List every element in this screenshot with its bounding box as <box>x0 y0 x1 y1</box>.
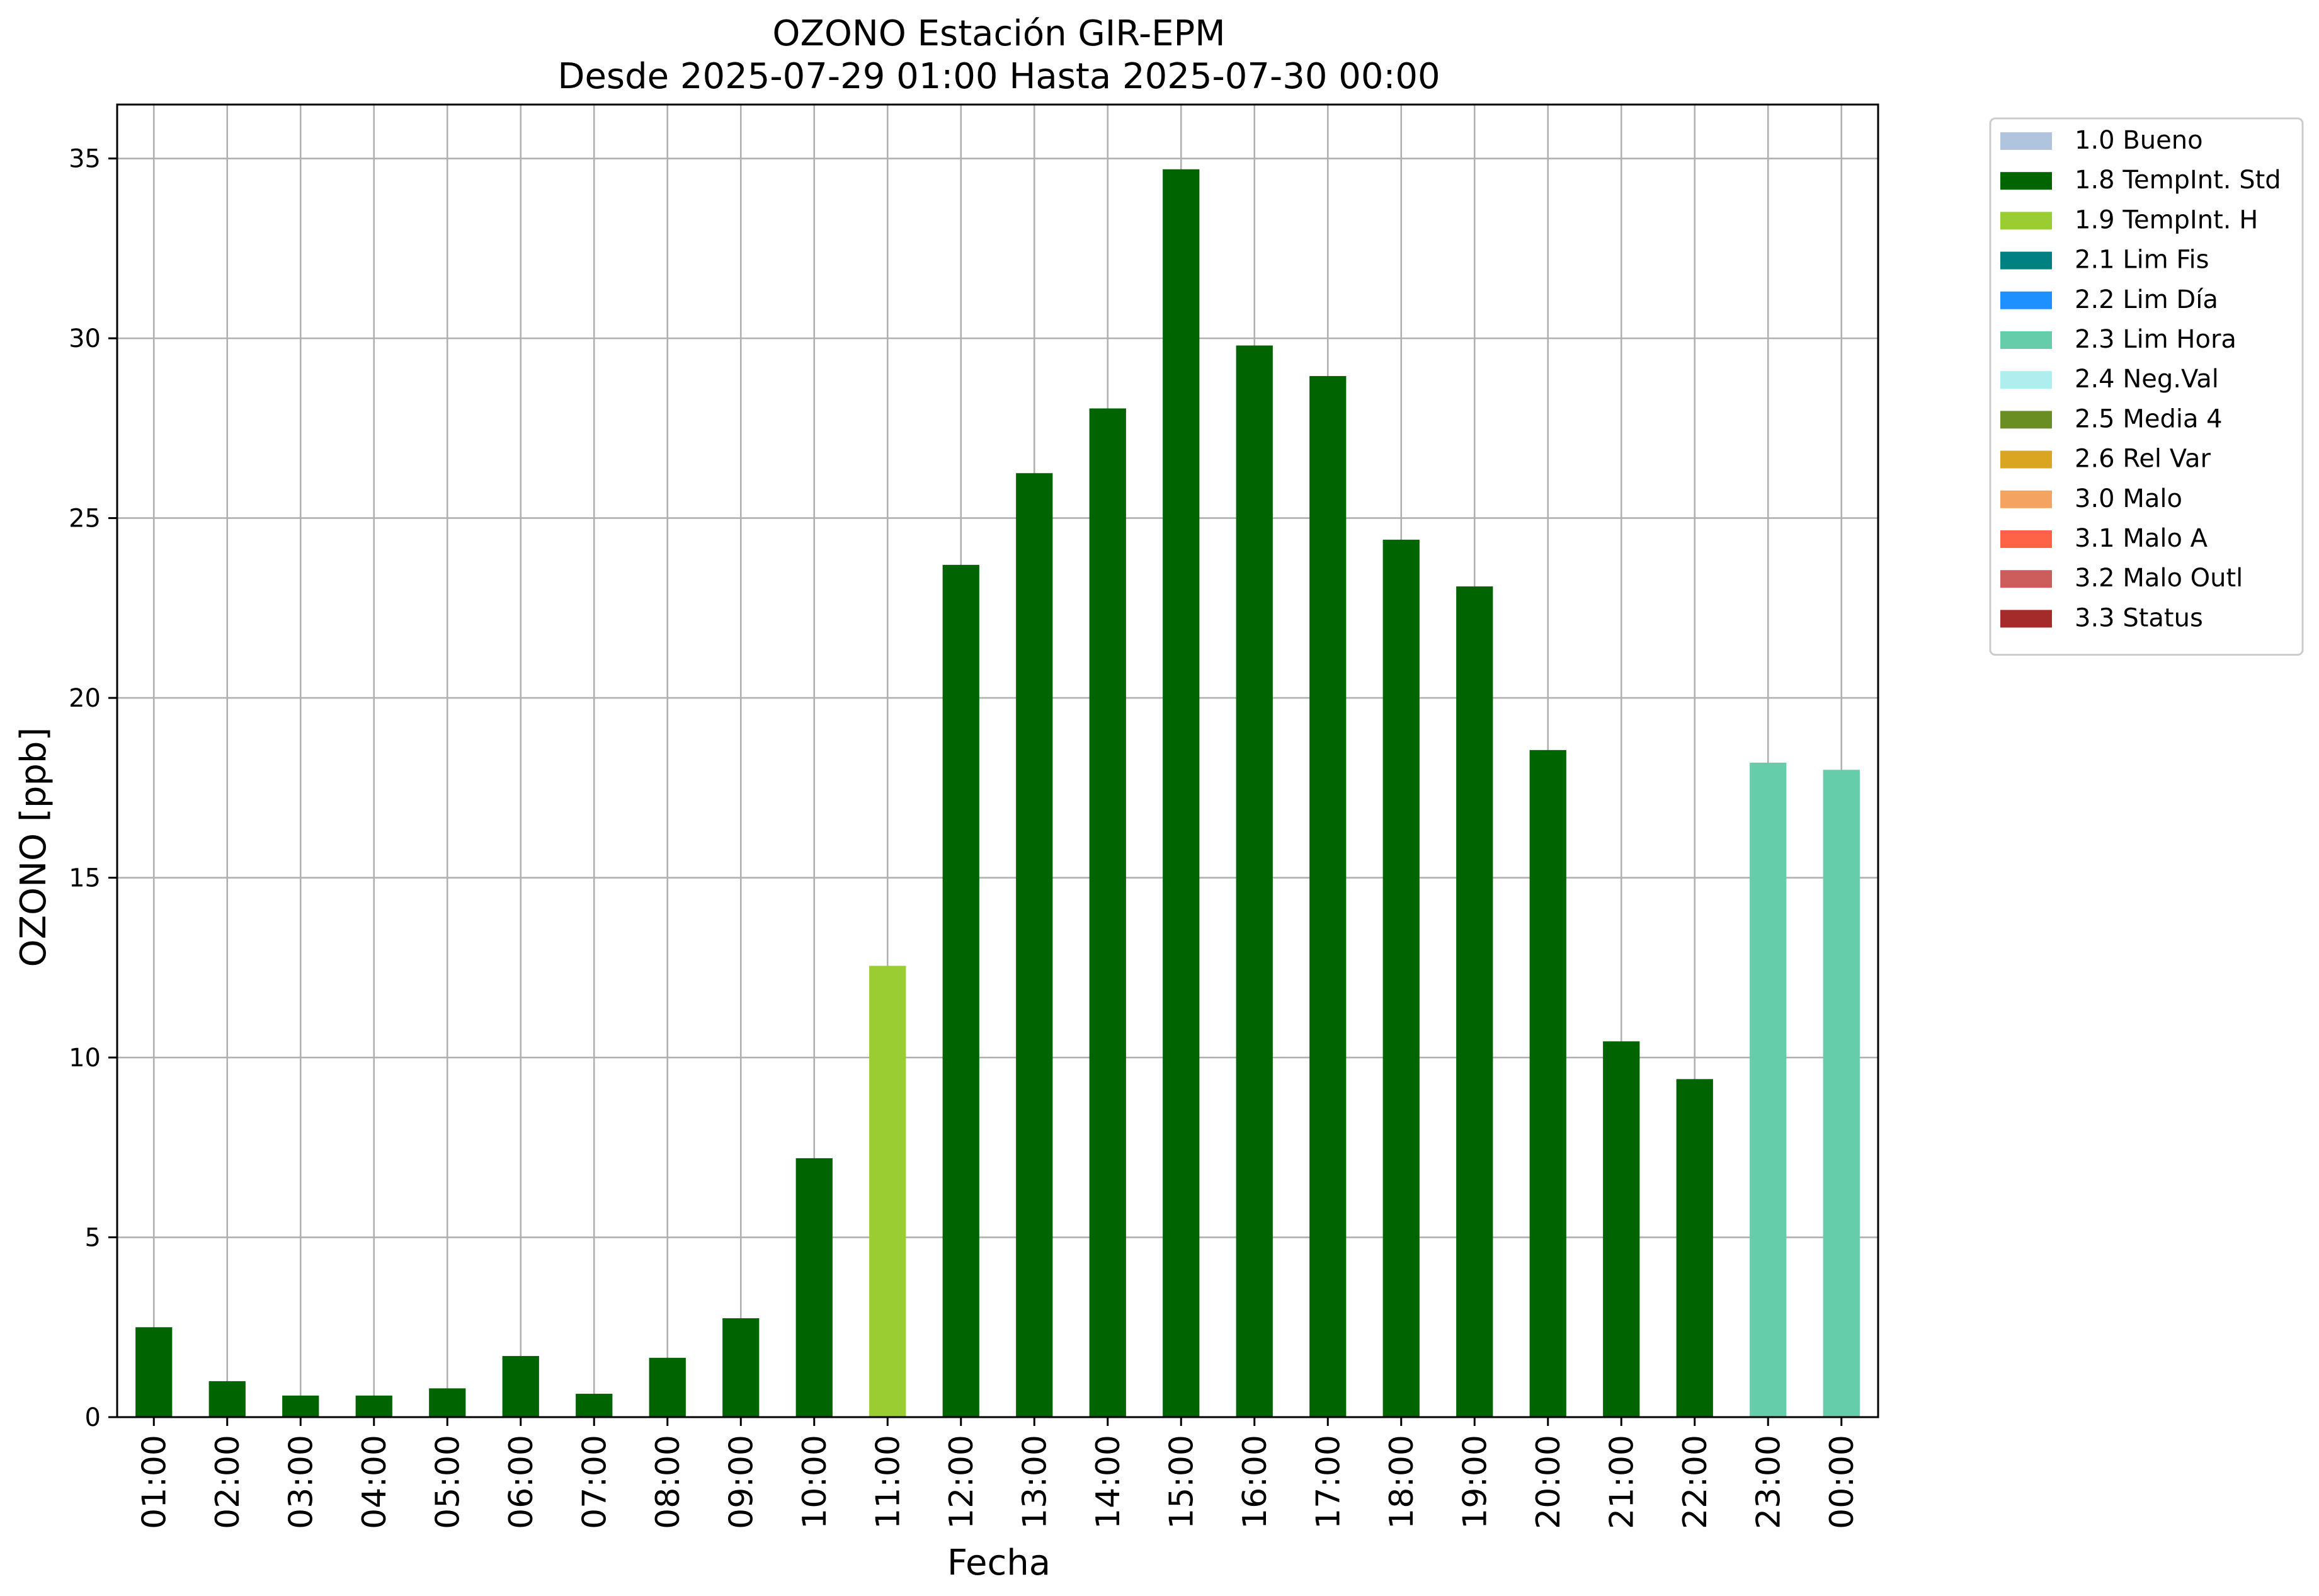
legend-label: 3.3 Status <box>2075 603 2203 632</box>
legend-label: 2.5 Media 4 <box>2075 404 2223 433</box>
legend-label: 1.8 TempInt. Std <box>2075 166 2281 195</box>
bars <box>135 169 1860 1418</box>
x-tick-label: 23:00 <box>1750 1435 1787 1529</box>
x-tick-label: 00:00 <box>1823 1435 1861 1529</box>
y-tick-label: 20 <box>69 684 101 713</box>
legend-swatch <box>2000 172 2052 190</box>
y-tick-label: 10 <box>69 1044 101 1073</box>
x-tick-label: 08:00 <box>649 1435 687 1529</box>
y-tick-label: 30 <box>69 324 101 353</box>
legend-label: 1.9 TempInt. H <box>2075 205 2258 234</box>
legend-swatch <box>2000 371 2052 389</box>
bar <box>1823 770 1860 1417</box>
bar <box>1456 586 1493 1417</box>
bar <box>135 1327 173 1417</box>
x-tick-label: 16:00 <box>1236 1435 1274 1529</box>
bar <box>1603 1041 1640 1417</box>
x-tick-label: 14:00 <box>1090 1435 1127 1529</box>
legend-label: 2.2 Lim Día <box>2075 285 2218 314</box>
bar <box>1236 345 1273 1417</box>
x-tick-label: 19:00 <box>1456 1435 1494 1529</box>
bar <box>942 564 979 1417</box>
x-tick-label: 18:00 <box>1383 1435 1421 1529</box>
bar <box>355 1395 392 1417</box>
chart-title: OZONO Estación GIR-EPM <box>772 13 1225 54</box>
bar <box>795 1158 833 1417</box>
x-axis-label: Fecha <box>947 1542 1051 1583</box>
legend-swatch <box>2000 411 2052 429</box>
x-tick-label: 13:00 <box>1016 1435 1054 1529</box>
bar <box>282 1395 319 1417</box>
legend-label: 3.2 Malo Outl <box>2075 564 2243 593</box>
bar <box>869 966 906 1417</box>
x-tick-label: 04:00 <box>356 1435 394 1529</box>
legend-label: 1.0 Bueno <box>2075 126 2203 155</box>
bar <box>1309 376 1347 1417</box>
bar <box>649 1357 686 1417</box>
x-tick-label: 21:00 <box>1603 1435 1641 1529</box>
x-tick-label: 01:00 <box>135 1435 173 1529</box>
x-tick-label: 22:00 <box>1677 1435 1714 1529</box>
x-tick-label: 11:00 <box>869 1435 907 1529</box>
legend-label: 3.1 Malo A <box>2075 524 2208 553</box>
y-tick-label: 25 <box>69 504 101 533</box>
plot-frame <box>116 103 1879 1418</box>
legend: 1.0 Bueno 1.8 TempInt. Std 1.9 TempInt. H 2… <box>1989 117 2304 656</box>
y-axis-label: OZONO [ppb] <box>13 727 54 967</box>
x-tick-label: 12:00 <box>943 1435 981 1529</box>
x-tick-label: 15:00 <box>1163 1435 1200 1529</box>
legend-swatch <box>2000 132 2052 150</box>
x-tick-label: 03:00 <box>282 1435 320 1529</box>
bar <box>1382 539 1420 1417</box>
legend-swatch <box>2000 291 2052 309</box>
x-tick-label: 20:00 <box>1530 1435 1568 1529</box>
legend-swatch <box>2000 490 2052 508</box>
legend-label: 2.1 Lim Fis <box>2075 246 2209 275</box>
y-tick-label: 0 <box>85 1403 101 1432</box>
legend-label: 3.0 Malo <box>2075 484 2182 513</box>
legend-box <box>1989 117 2304 656</box>
bar <box>1016 473 1053 1417</box>
legend-swatch <box>2000 450 2052 469</box>
x-tick-label: 05:00 <box>429 1435 467 1529</box>
bar <box>1089 408 1126 1418</box>
bar <box>722 1318 760 1417</box>
bar <box>1529 750 1566 1417</box>
legend-swatch <box>2000 331 2052 349</box>
legend-label: 2.6 Rel Var <box>2075 445 2211 474</box>
legend-swatch <box>2000 212 2052 230</box>
bar <box>1163 169 1200 1418</box>
legend-swatch <box>2000 530 2052 548</box>
x-tick-label: 02:00 <box>209 1435 247 1529</box>
y-tick-label: 5 <box>85 1224 101 1253</box>
legend-label: 2.4 Neg.Val <box>2075 365 2219 394</box>
x-tick-label: 07:00 <box>576 1435 613 1529</box>
x-tick-label: 17:00 <box>1309 1435 1347 1529</box>
bar <box>576 1393 613 1417</box>
bar <box>502 1355 539 1417</box>
x-tick-label: 10:00 <box>796 1435 834 1529</box>
bar <box>1676 1079 1713 1417</box>
x-tick-label: 09:00 <box>722 1435 760 1529</box>
legend-label: 2.3 Lim Hora <box>2075 325 2236 354</box>
legend-swatch <box>2000 570 2052 588</box>
y-tick-label: 35 <box>69 145 101 174</box>
chart-subtitle: Desde 2025-07-29 01:00 Hasta 2025-07-30 … <box>557 56 1440 97</box>
bar <box>208 1381 246 1417</box>
y-tick-label: 15 <box>69 864 101 893</box>
legend-swatch <box>2000 251 2052 270</box>
legend-swatch <box>2000 610 2052 628</box>
x-axis-ticks: 01:00 02:00 03:00 04:00 05:00 06:00 07:00 08:00… <box>135 1417 1861 1529</box>
x-tick-label: 06:00 <box>503 1435 540 1529</box>
y-axis-ticks: 0 5 10 15 20 25 30 35 <box>69 145 117 1432</box>
bar <box>1750 762 1787 1417</box>
bar <box>429 1388 466 1417</box>
